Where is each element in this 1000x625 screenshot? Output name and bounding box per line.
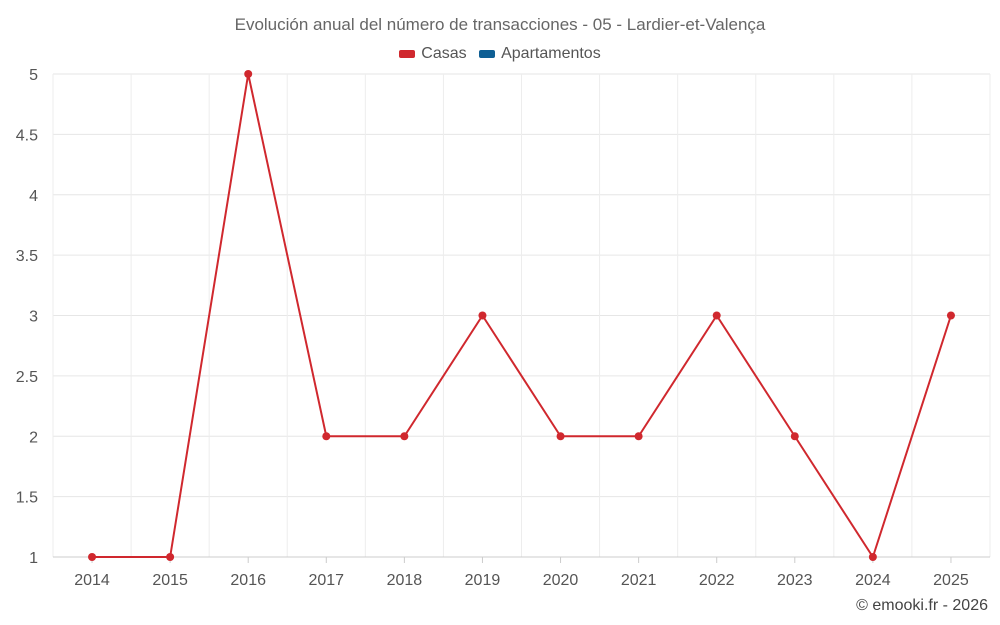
legend-label-apartamentos: Apartamentos <box>501 45 601 62</box>
y-tick-label: 4.5 <box>16 127 38 144</box>
x-tick-label: 2014 <box>74 572 110 589</box>
y-tick-label: 2 <box>29 429 38 446</box>
data-point-casas-2015[interactable] <box>166 553 175 561</box>
credit-text: © emooki.fr - 2026 <box>856 597 988 614</box>
data-point-casas-2024[interactable] <box>868 553 877 561</box>
y-tick-label: 1.5 <box>16 490 38 507</box>
x-tick-label: 2016 <box>230 572 266 589</box>
legend-item-casas[interactable]: Casas <box>399 45 467 63</box>
x-tick-label: 2025 <box>933 572 969 589</box>
x-tick-label: 2019 <box>465 572 501 589</box>
y-tick-label: 5 <box>29 67 38 84</box>
y-tick-label: 2.5 <box>16 369 38 386</box>
data-point-casas-2014[interactable] <box>88 553 97 561</box>
data-point-casas-2025[interactable] <box>946 311 955 320</box>
data-point-casas-2018[interactable] <box>400 432 409 441</box>
legend: Casas Apartamentos <box>0 45 1000 63</box>
x-tick-label: 2020 <box>543 572 579 589</box>
x-tick-label: 2017 <box>308 572 344 589</box>
x-tick-label: 2022 <box>699 572 735 589</box>
x-tick-label: 2024 <box>855 572 891 589</box>
x-tick-label: 2021 <box>621 572 657 589</box>
y-tick-label: 4 <box>29 188 38 205</box>
legend-swatch-apartamentos <box>479 50 496 58</box>
y-tick-label: 1 <box>29 550 38 567</box>
chart-title: Evolución anual del número de transaccio… <box>234 15 766 34</box>
legend-item-apartamentos[interactable]: Apartamentos <box>479 45 601 63</box>
data-point-casas-2022[interactable] <box>712 311 721 320</box>
data-point-casas-2020[interactable] <box>556 432 565 441</box>
data-point-casas-2019[interactable] <box>478 311 487 320</box>
x-tick-label: 2018 <box>387 572 423 589</box>
data-point-casas-2023[interactable] <box>790 432 799 441</box>
x-tick-label: 2023 <box>777 572 813 589</box>
y-tick-label: 3 <box>29 309 38 326</box>
data-point-casas-2016[interactable] <box>244 70 253 78</box>
y-tick-label: 3.5 <box>16 248 38 265</box>
data-point-casas-2021[interactable] <box>634 432 643 441</box>
legend-swatch-casas <box>399 50 416 58</box>
series-line-casas <box>92 73 952 558</box>
x-tick-label: 2015 <box>152 572 188 589</box>
legend-label-casas: Casas <box>421 45 467 62</box>
data-point-casas-2017[interactable] <box>322 432 331 441</box>
